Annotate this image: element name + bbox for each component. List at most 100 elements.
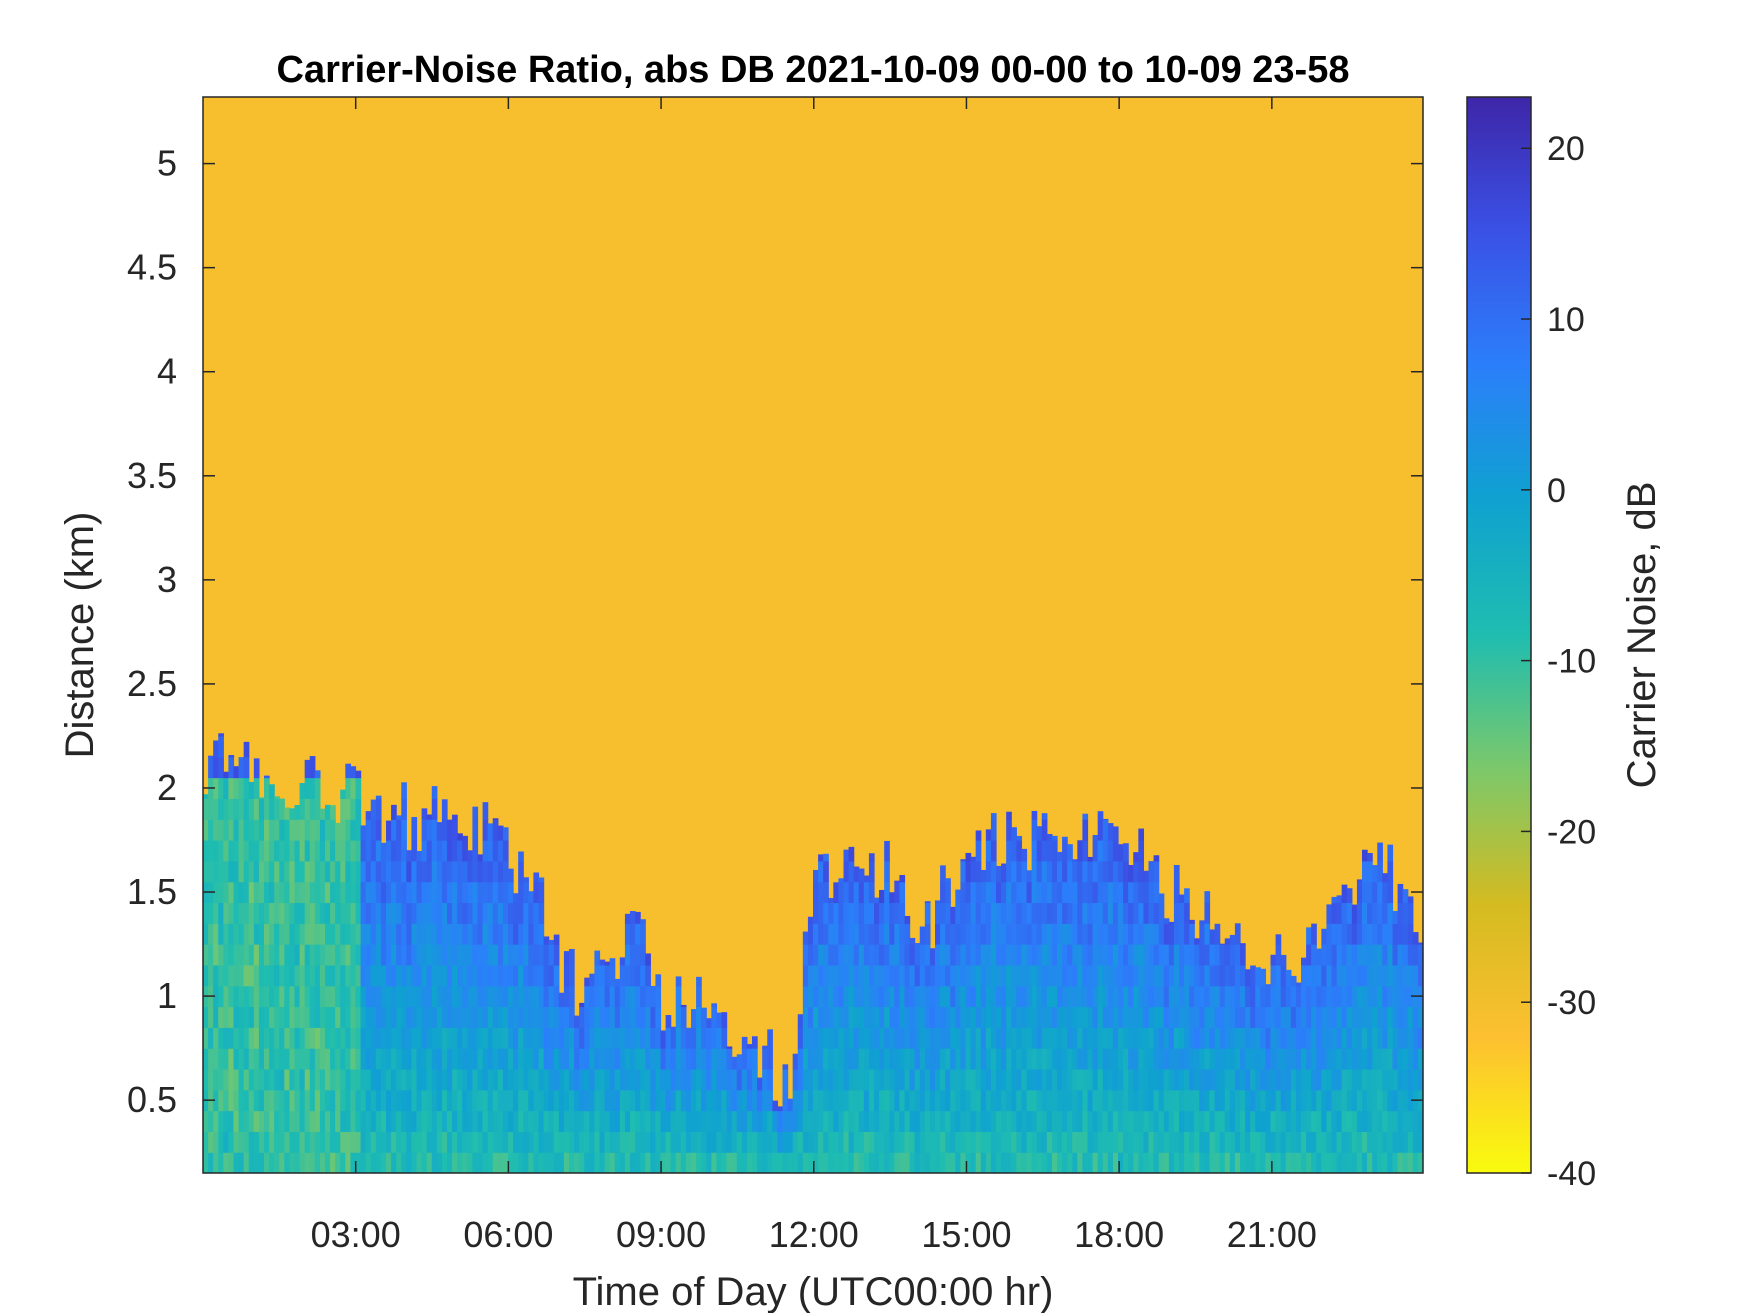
heatmap-cell [1306,1027,1312,1049]
heatmap-cell [416,944,423,966]
heatmap-cell [447,923,453,945]
heatmap-cell [1006,1048,1012,1070]
heatmap-cell [1362,1110,1368,1132]
heatmap-cell [1016,923,1023,945]
heatmap-cell [960,1131,967,1153]
heatmap-cell [228,840,235,862]
heatmap-cell [1087,964,1094,987]
heatmap-cell [401,1006,407,1028]
heatmap-cell [990,881,997,904]
heatmap-cell [406,923,413,945]
heatmap-cell [879,944,885,966]
heatmap-cell [360,860,367,883]
heatmap-cell [319,1048,326,1070]
heatmap-cell [1036,1131,1043,1153]
heatmap-cell [1072,1152,1078,1173]
heatmap-cell [1102,818,1109,820]
heatmap-cell [655,1006,662,1028]
heatmap-cell [1158,964,1165,987]
heatmap-cell [253,1027,260,1049]
heatmap-cell [950,985,956,1008]
heatmap-cell [1041,1006,1048,1028]
heatmap-cell [1326,1131,1333,1153]
heatmap-cell [1057,985,1063,1008]
heatmap-cell [823,1131,829,1153]
heatmap-cell [335,923,341,945]
heatmap-cell [736,1131,743,1153]
heatmap-cell [365,1089,372,1112]
heatmap-cell [375,840,382,862]
heatmap-cell [1224,1068,1231,1091]
heatmap-cell [1326,1089,1333,1112]
heatmap-cell [1285,1110,1292,1132]
heatmap-cell [355,840,362,862]
heatmap-cell [726,1046,733,1049]
heatmap-cell [894,880,901,883]
heatmap-cell [304,923,311,945]
heatmap-cell [1346,1131,1353,1153]
heatmap-cell [701,1089,707,1112]
heatmap-cell [538,923,545,945]
heatmap-cell [650,1027,657,1049]
heatmap-cell [828,1152,834,1173]
heatmap-cell [960,860,967,883]
heatmap-cell [1245,1048,1251,1070]
heatmap-cell [645,1131,651,1153]
heatmap-cell [436,1089,443,1112]
heatmap-cell [1036,1027,1043,1049]
heatmap-cell [569,964,575,987]
heatmap-cell [238,985,245,1008]
heatmap-cell [279,1027,285,1049]
heatmap-cell [1184,902,1190,924]
heatmap-cell [1067,1152,1073,1173]
heatmap-cell [533,902,540,924]
heatmap-cell [477,1048,484,1070]
heatmap-cell [253,758,260,779]
heatmap-cell [818,944,824,966]
heatmap-cell [1402,1152,1409,1173]
heatmap-cell [701,1152,707,1173]
heatmap-cell [304,964,311,987]
heatmap-cell [868,860,875,883]
heatmap-cell [467,964,474,987]
heatmap-cell [691,1131,697,1153]
heatmap-cell [1133,1131,1139,1153]
heatmap-cell [1112,1048,1119,1070]
heatmap-cell [462,1152,468,1173]
heatmap-cell [1021,1068,1028,1091]
heatmap-cell [889,902,895,924]
heatmap-cell [1204,985,1211,1008]
heatmap-cell [970,902,977,924]
heatmap-cell [1148,1131,1155,1153]
heatmap-cell [1306,1006,1312,1028]
heatmap-cell [1219,1131,1226,1153]
heatmap-cell [213,819,219,841]
heatmap-cell [401,782,407,799]
heatmap-cell [1209,1131,1216,1153]
heatmap-cell [370,799,377,820]
heatmap-cell [1356,902,1363,924]
heatmap-cell [360,902,367,924]
heatmap-cell [833,964,840,987]
heatmap-cell [858,1006,865,1028]
heatmap-cell [335,1131,341,1153]
heatmap-cell [848,944,855,966]
heatmap-cell [1240,943,1246,945]
heatmap-cell [248,840,255,862]
heatmap-cell [238,840,245,862]
heatmap-cell [899,1068,906,1091]
heatmap-cell [1092,902,1099,924]
heatmap-cell [1011,1006,1017,1028]
heatmap-cell [441,964,448,987]
heatmap-cell [599,959,606,966]
heatmap-cell [980,1089,987,1112]
heatmap-cell [1367,1006,1373,1028]
heatmap-cell [823,902,829,924]
heatmap-cell [325,1089,331,1112]
heatmap-cell [1046,1048,1053,1070]
heatmap-cell [340,840,346,862]
heatmap-cell [823,985,829,1008]
heatmap-cell [528,1068,535,1091]
heatmap-cell [370,944,377,966]
heatmap-cell [401,819,407,841]
